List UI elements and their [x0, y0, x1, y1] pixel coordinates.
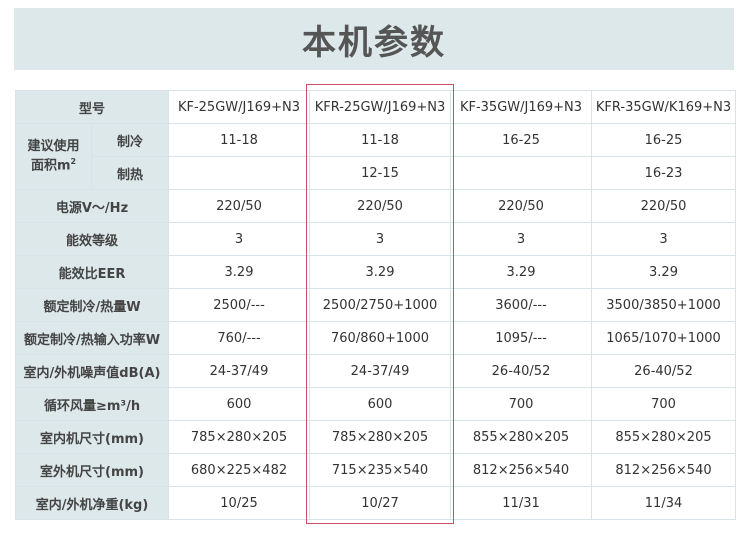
area-label-line1: 建议使用	[27, 139, 80, 155]
table-cell: 760/860+1000	[309, 321, 452, 355]
table-cell: 855×280×205	[591, 420, 737, 454]
model-name: KF-35GW/J169+N3	[450, 90, 593, 124]
area-label: 建议使用 面积m2	[15, 123, 92, 190]
row-label: 室内/外机噪声值dB(A)	[14, 354, 170, 388]
table-row: 室内机尺寸(mm) 785×280×205 785×280×205 855×280×2…	[14, 420, 737, 454]
table-cell: 1065/1070+1000	[591, 321, 737, 355]
table-cell: 680×225×482	[168, 453, 311, 487]
table-cell	[168, 156, 311, 190]
table-cell: 855×280×205	[450, 420, 593, 454]
table-row: 室内/外机净重(kg) 10/25 10/27 11/31 11/34	[14, 486, 737, 520]
table-cell: 16-25	[591, 123, 737, 157]
table-cell: 3600/---	[450, 288, 593, 322]
table-cell: 16-23	[591, 156, 737, 190]
table-cell: 3	[168, 222, 311, 256]
table-cell: 10/25	[168, 486, 311, 520]
table-cell: 16-25	[450, 123, 593, 157]
table-row: 能效等级 3 3 3 3	[14, 222, 737, 256]
heating-label: 制热	[90, 156, 170, 190]
table-cell: 760/---	[168, 321, 311, 355]
table-cell: 600	[168, 387, 311, 421]
spec-table: 型号 KF-25GW/J169+N3 KFR-25GW/J169+N3 KF-3…	[14, 90, 737, 520]
row-label: 额定制冷/热输入功率W	[14, 321, 170, 355]
page-title: 本机参数	[302, 22, 446, 63]
table-row: 建议使用 面积m2 制冷 11-18 11-18 16-25 16-25	[15, 123, 737, 190]
cooling-label: 制冷	[90, 123, 170, 157]
table-cell: 10/27	[309, 486, 452, 520]
model-label: 型号	[14, 90, 170, 124]
table-cell: 2500/---	[168, 288, 311, 322]
row-label: 室内/外机净重(kg)	[14, 486, 170, 520]
table-cell: 3	[591, 222, 737, 256]
table-cell: 812×256×540	[591, 453, 737, 487]
model-name: KFR-35GW/K169+N3	[591, 90, 737, 124]
table-row: 室内/外机噪声值dB(A) 24-37/49 24-37/49 26-40/52 26-…	[14, 354, 737, 388]
table-cell: 24-37/49	[309, 354, 452, 388]
table-row: 室外机尺寸(mm) 680×225×482 715×235×540 812×256×5…	[14, 453, 737, 487]
table-cell	[450, 156, 593, 190]
row-label: 循环风量≥m³/h	[14, 387, 170, 421]
area-label-line2: 面积m	[30, 158, 71, 174]
table-row: 电源V～/Hz 220/50 220/50 220/50 220/50	[14, 189, 737, 223]
table-row: 循环风量≥m³/h 600 600 700 700	[14, 387, 737, 421]
row-label: 能效等级	[14, 222, 170, 256]
table-row: 能效比EER 3.29 3.29 3.29 3.29	[14, 255, 737, 289]
table-cell: 26-40/52	[591, 354, 737, 388]
table-cell: 3500/3850+1000	[591, 288, 737, 322]
row-label: 额定制冷/热量W	[14, 288, 170, 322]
table-row: 额定制冷/热输入功率W 760/--- 760/860+1000 1095/--- 10…	[14, 321, 737, 355]
table-cell: 812×256×540	[450, 453, 593, 487]
table-cell: 785×280×205	[309, 420, 452, 454]
table-cell: 11-18	[309, 123, 452, 157]
table-cell: 11-18	[168, 123, 311, 157]
table-cell: 3.29	[309, 255, 452, 289]
table-row: 额定制冷/热量W 2500/--- 2500/2750+1000 3600/--- 35…	[14, 288, 737, 322]
row-label: 室内机尺寸(mm)	[14, 420, 170, 454]
table-cell: 11/34	[591, 486, 737, 520]
table-cell: 220/50	[591, 189, 737, 223]
table-cell: 3.29	[168, 255, 311, 289]
table-cell: 715×235×540	[309, 453, 452, 487]
table-row: 制热 12-15 16-23	[16, 156, 737, 190]
table-cell: 3.29	[591, 255, 737, 289]
title-banner: 本机参数	[14, 8, 734, 70]
table-cell: 220/50	[168, 189, 311, 223]
row-label: 电源V～/Hz	[14, 189, 170, 223]
header-row: 型号 KF-25GW/J169+N3 KFR-25GW/J169+N3 KF-3…	[14, 90, 737, 124]
table-cell: 12-15	[309, 156, 452, 190]
table-cell: 3	[450, 222, 593, 256]
table-cell: 700	[450, 387, 593, 421]
row-label: 室外机尺寸(mm)	[14, 453, 170, 487]
table-cell: 600	[309, 387, 452, 421]
table-cell: 2500/2750+1000	[309, 288, 452, 322]
model-name: KFR-25GW/J169+N3	[309, 90, 452, 124]
table-cell: 26-40/52	[450, 354, 593, 388]
table-cell: 11/31	[450, 486, 593, 520]
row-label: 能效比EER	[14, 255, 170, 289]
model-name: KF-25GW/J169+N3	[168, 90, 311, 124]
table-cell: 3.29	[450, 255, 593, 289]
table-cell: 700	[591, 387, 737, 421]
table-cell: 220/50	[450, 189, 593, 223]
table-cell: 220/50	[309, 189, 452, 223]
area-label-sup: 2	[70, 157, 77, 167]
table-cell: 1095/---	[450, 321, 593, 355]
table-cell: 785×280×205	[168, 420, 311, 454]
table-cell: 3	[309, 222, 452, 256]
table-cell: 24-37/49	[168, 354, 311, 388]
